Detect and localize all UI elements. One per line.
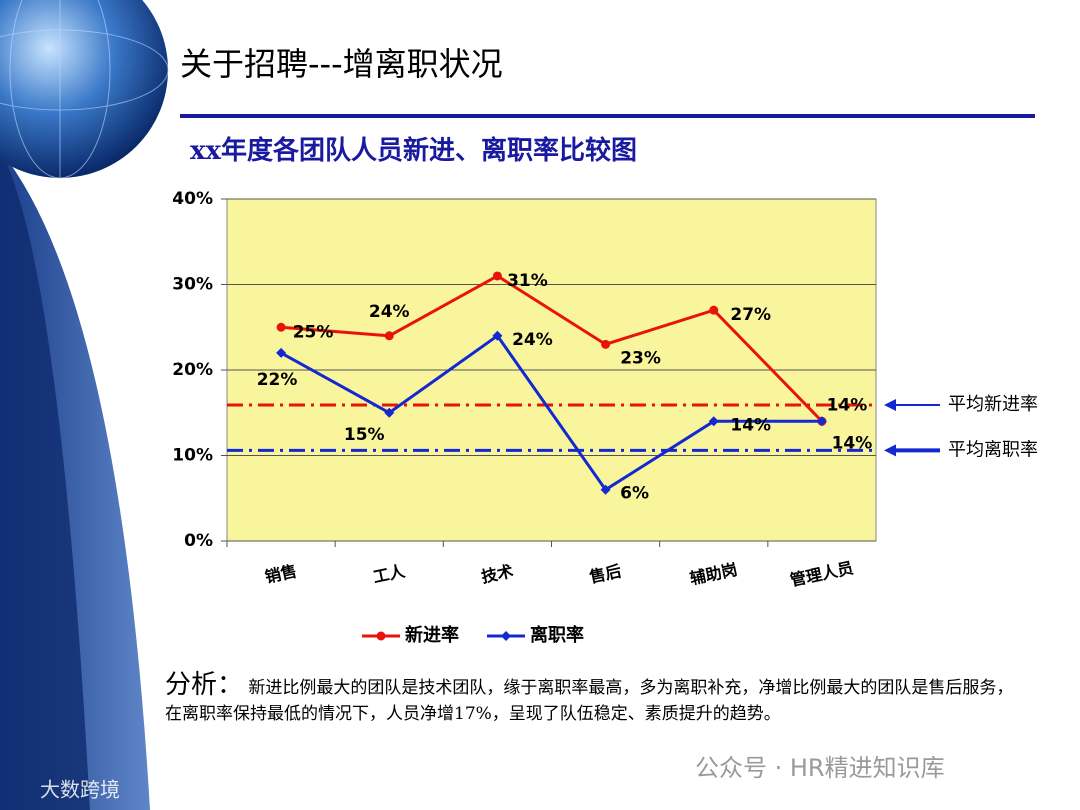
x-tick-label: 售后 [588,561,623,586]
x-tick-label: 销售 [263,561,298,586]
data-label: 14% [832,433,873,453]
annotation-arrowhead [884,399,896,412]
data-label: 22% [257,370,298,390]
x-tick-label: 辅助岗 [688,560,739,589]
data-label: 15% [344,425,385,445]
slide-title: 关于招聘---增离职状况 [180,45,503,83]
marker [376,631,386,641]
x-tick-label: 管理人员 [788,558,855,590]
annotation-arrowhead [884,444,896,457]
analysis-text: 新进比例最大的团队是技术团队，缘于离职率最高，多为离职补充，净增比例最大的团队是… [165,678,1014,724]
marker [816,416,827,427]
legend-label: 离职率 [530,624,584,646]
series-line [280,274,823,423]
analysis: 分析： 新进比例最大的团队是技术团队，缘于离职率最高，多为离职补充，净增比例最大… [165,672,1015,727]
data-label: 23% [620,348,661,368]
series-line [280,333,822,492]
chart-title: xx年度各团队人员新进、离职率比较图 [190,135,637,166]
marker [492,271,502,281]
x-tick-label: 技术 [480,561,515,586]
data-label: 27% [730,305,771,325]
marker [384,407,395,418]
data-label: 6% [620,484,649,504]
data-label: 14% [730,415,771,435]
x-tick-label: 工人 [371,561,407,586]
watermark: 大数跨境 [40,778,120,802]
data-label: 24% [369,302,410,322]
data-label: 25% [293,322,334,342]
side-decoration [0,150,90,810]
marker [709,305,719,315]
marker [600,484,611,495]
y-tick-label: 40% [172,189,213,209]
y-tick-label: 10% [172,446,213,466]
marker [276,347,287,358]
title-rule [180,114,1035,118]
y-tick-label: 20% [172,360,213,380]
marker [384,331,394,341]
marker [708,416,719,427]
marker [601,339,611,349]
analysis-label: 分析： [165,670,244,700]
annotation: 平均新进率 [948,394,1038,415]
marker [276,322,286,332]
annotation: 平均离职率 [948,439,1038,460]
globe [0,0,168,178]
data-label: 14% [827,395,868,415]
globe-grid [0,0,169,179]
legend-label: 新进率 [405,624,459,646]
data-label: 31% [507,271,548,291]
y-tick-label: 30% [172,275,213,295]
watermark: 公众号 · HR精进知识库 [695,754,945,782]
y-tick-label: 0% [184,531,213,551]
marker [501,631,511,641]
marker [492,330,503,341]
data-label: 24% [512,330,553,350]
